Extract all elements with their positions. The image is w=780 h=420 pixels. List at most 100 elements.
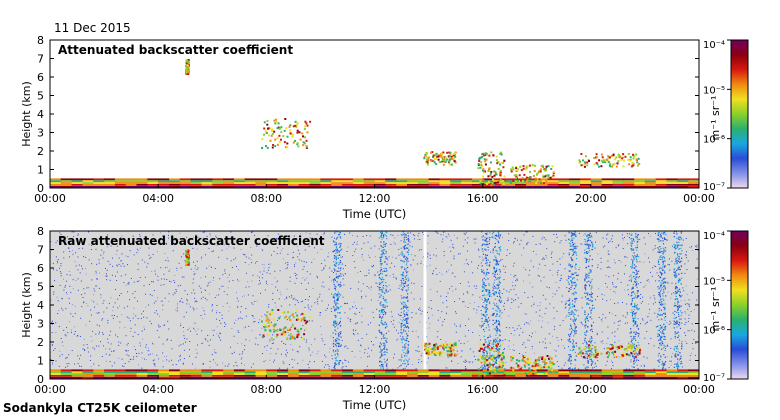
backscatter-cell [452,155,455,158]
backscatter-cell [425,158,428,161]
noise-pixel [456,237,458,239]
noise-pixel [615,286,617,288]
noise-pixel [646,322,648,324]
noise-pixel [366,275,368,276]
noise-pixel [211,251,213,253]
noise-pixel [339,275,341,277]
noise-pixel [527,297,529,298]
noise-pixel [127,291,129,293]
surface-cell [309,183,321,186]
noise-pixel [544,338,546,340]
cloud-feature-3 [423,151,457,166]
backscatter-cell [187,70,190,72]
noise-pixel [592,344,594,346]
noise-pixel [404,324,406,326]
noise-pixel [175,309,177,311]
noise-pixel [614,331,616,333]
noise-pixel [179,301,181,303]
surface-cell [104,185,116,188]
noise-pixel [506,249,508,251]
noise-pixel [141,357,143,359]
noise-pixel [498,233,500,235]
noise-pixel [311,320,313,322]
noise-pixel [494,348,496,350]
surface-cell [331,183,343,186]
noise-pixel [487,272,489,274]
noise-pixel [384,233,386,235]
noise-pixel [590,355,592,357]
surface-cell [374,182,386,184]
noise-pixel [228,363,230,365]
noise-pixel [445,313,447,315]
noise-pixel [401,342,403,344]
noise-pixel [495,234,497,236]
surface-cell [288,178,300,181]
noise-pixel [374,245,376,247]
backscatter-cell [545,174,548,177]
noise-pixel [162,352,164,354]
backscatter-cell [489,174,492,177]
noise-pixel [155,300,157,302]
noise-pixel [219,332,221,334]
noise-pixel [572,319,574,321]
noise-pixel [210,235,212,237]
noise-pixel [517,297,519,299]
noise-pixel [408,241,410,243]
noise-pixel [383,323,386,325]
noise-pixel [353,251,355,253]
noise-pixel [404,233,406,235]
noise-pixel [483,301,485,304]
noise-pixel [407,327,410,329]
noise-pixel [422,257,424,259]
noise-pixel [486,314,488,316]
backscatter-cell [629,159,632,162]
noise-pixel [445,236,447,238]
noise-pixel [114,362,116,364]
noise-pixel [585,341,588,343]
noise-pixel [601,293,603,295]
noise-pixel [568,239,570,241]
noise-pixel [216,312,218,314]
noise-pixel [171,348,173,350]
noise-pixel [335,345,337,347]
noise-pixel [482,314,485,316]
noise-pixel [601,320,603,322]
noise-pixel [220,339,221,341]
noise-pixel [180,323,182,325]
noise-pixel [581,350,583,352]
noise-pixel [483,322,485,324]
noise-pixel [125,284,127,286]
noise-pixel [69,274,71,276]
noise-pixel [332,332,334,334]
noise-pixel [201,256,203,258]
surface-cell [342,178,354,181]
noise-pixel [308,367,310,369]
surface-cell [277,180,289,183]
noise-pixel [467,264,469,266]
noise-pixel [407,330,410,332]
surface-cell [515,178,527,181]
surface-cell [569,178,581,181]
noise-pixel [196,333,198,335]
backscatter-cell [600,153,603,156]
surface-cell [439,183,451,186]
noise-pixel [499,311,501,313]
noise-pixel [498,292,500,294]
noise-pixel [541,258,543,260]
noise-pixel [571,266,573,268]
noise-pixel [242,296,243,298]
noise-pixel [407,271,409,273]
backscatter-cell [528,180,531,183]
noise-pixel [678,305,680,307]
noise-pixel [630,359,632,361]
noise-pixel [98,259,100,261]
noise-pixel [391,262,393,264]
noise-pixel [339,254,341,256]
noise-pixel [385,252,387,254]
noise-pixel [247,281,249,283]
noise-pixel [343,284,345,286]
noise-pixel [570,360,572,363]
surface-cell [385,180,397,183]
noise-pixel [220,333,221,335]
noise-pixel [545,239,547,241]
